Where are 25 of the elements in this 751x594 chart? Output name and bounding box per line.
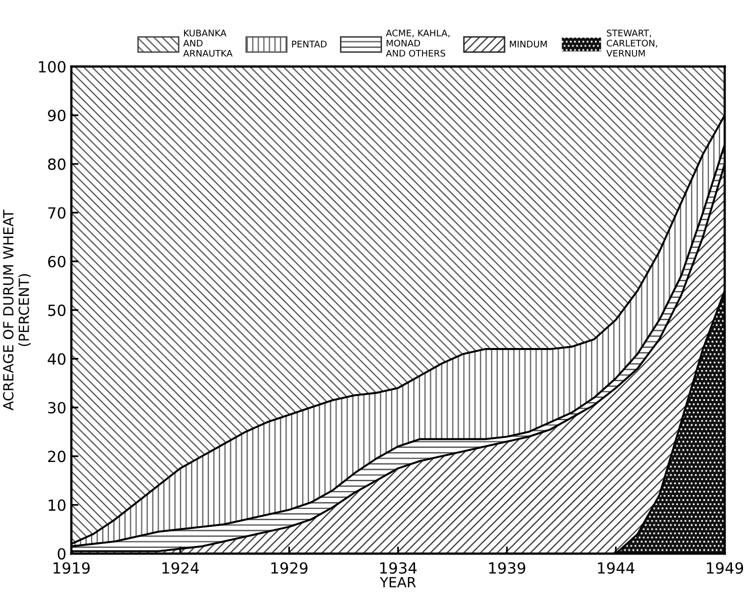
x-tick-label: 1934 (380, 562, 417, 574)
x-axis-title: YEAR (380, 577, 416, 588)
legend-label: PENTAD (292, 40, 327, 48)
y-tick-label: 60 (48, 256, 66, 268)
y-axis-title: ACREAGE OF DURUM WHEAT (PERCENT) (3, 210, 31, 410)
x-tick-label: 1949 (706, 562, 744, 574)
y-tick-label: 90 (48, 110, 66, 122)
y-tick-label: 30 (48, 402, 66, 414)
y-tick-label: 80 (48, 158, 66, 170)
legend-label: MINDUM (510, 40, 547, 48)
legend-label: KUBANKA AND ARNAUTKA (183, 30, 233, 57)
x-tick-label: 1939 (489, 562, 526, 574)
x-tick-label: 1924 (162, 562, 199, 574)
y-tick-label: 50 (48, 304, 66, 316)
y-tick-label: 10 (48, 499, 66, 511)
y-tick-label: 40 (48, 353, 66, 365)
y-tick-label: 70 (48, 207, 66, 219)
legend-label: STEWART, CARLETON, VERNUM (606, 30, 658, 57)
x-tick-label: 1929 (271, 562, 308, 574)
x-tick-label: 1919 (54, 562, 90, 574)
y-tick-label: 0 (58, 548, 66, 560)
x-tick-label: 1944 (598, 562, 634, 574)
y-tick-label: 20 (48, 450, 66, 462)
legend-label: ACME, KAHLA, MONAD AND OTHERS (386, 30, 450, 57)
y-tick-label: 100 (39, 60, 66, 73)
